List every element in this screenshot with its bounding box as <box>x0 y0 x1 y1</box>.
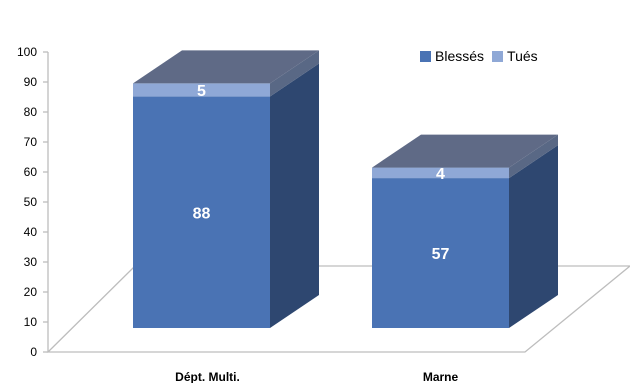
y-tick-label: 60 <box>24 165 38 179</box>
data-label: 88 <box>193 205 211 222</box>
data-label: 4 <box>436 166 445 183</box>
legend-label: Blessés <box>435 48 484 64</box>
category-label: Marne <box>423 370 459 383</box>
bars: 88 5 57 4 <box>133 50 558 328</box>
legend-label: Tués <box>507 48 538 64</box>
y-tick-label: 80 <box>24 105 38 119</box>
y-tick-label: 100 <box>17 45 37 59</box>
bar-segment-side <box>270 64 319 328</box>
legend-swatch <box>492 51 503 62</box>
x-axis: Dépt. Multi. Marne <box>175 370 458 383</box>
legend-swatch <box>420 51 431 62</box>
y-tick-label: 50 <box>24 195 38 209</box>
y-tick-label: 30 <box>24 255 38 269</box>
y-tick-label: 10 <box>24 315 38 329</box>
data-label: 57 <box>432 246 450 263</box>
y-tick-label: 0 <box>30 345 37 359</box>
y-tick-label: 20 <box>24 285 38 299</box>
legend-item: Tués <box>492 48 538 64</box>
data-label: 5 <box>197 83 206 100</box>
y-tick-label: 40 <box>24 225 38 239</box>
y-tick-label: 90 <box>24 75 38 89</box>
legend: Blessés Tués <box>420 48 546 64</box>
legend-item: Blessés <box>420 48 484 64</box>
y-tick-label: 70 <box>24 135 38 149</box>
y-axis: 0 10 20 30 40 50 60 70 80 90 100 <box>17 45 48 359</box>
category-label: Dépt. Multi. <box>175 370 240 383</box>
